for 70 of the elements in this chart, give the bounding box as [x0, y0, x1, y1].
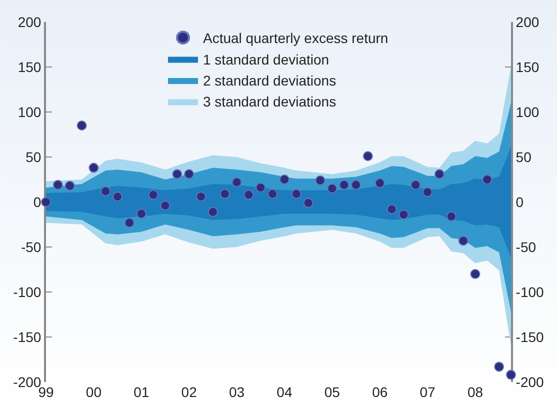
- y-tick-label: 50: [26, 148, 42, 165]
- point: [315, 175, 326, 186]
- point: [76, 120, 87, 130]
- point: [88, 162, 99, 173]
- y-tick-label: -50: [20, 238, 42, 255]
- point: [434, 169, 444, 180]
- point: [136, 208, 146, 219]
- x-tick-label: 01: [134, 384, 150, 400]
- x-tick-label: 05: [324, 384, 340, 400]
- point: [470, 269, 480, 279]
- y2-tick-label: 0: [516, 194, 524, 210]
- x-tick-label: 00: [86, 384, 102, 400]
- point: [124, 218, 134, 228]
- point: [208, 206, 218, 217]
- y2-tick-label: 200: [516, 14, 540, 30]
- y2-tick-label: -150: [516, 328, 544, 345]
- point: [422, 187, 433, 198]
- point: [41, 197, 51, 207]
- point: [160, 200, 170, 211]
- legend-label: 3 standard deviations: [203, 94, 336, 110]
- point: [172, 169, 182, 180]
- point: [362, 151, 373, 162]
- point: [64, 180, 75, 191]
- point: [52, 180, 63, 190]
- y-tick-label: -100: [13, 284, 42, 300]
- y2-tick-label: 50: [516, 148, 532, 165]
- point: [506, 370, 516, 380]
- point: [482, 174, 492, 184]
- point: [374, 178, 385, 188]
- point: [351, 180, 361, 190]
- point: [494, 362, 504, 372]
- y2-tick-label: -200: [516, 374, 544, 390]
- legend-label: 1 standard deviation: [203, 51, 330, 68]
- y-tick-label: -150: [13, 328, 42, 345]
- point: [100, 186, 111, 196]
- point: [446, 211, 456, 222]
- legend-label: Actual quarterly excess return: [203, 30, 388, 46]
- point: [279, 174, 290, 184]
- point: [244, 190, 254, 200]
- x-tick-label: 08: [467, 384, 484, 400]
- point: [112, 192, 123, 202]
- x-tick-label: 04: [276, 384, 292, 400]
- point: [184, 169, 194, 180]
- y2-tick-label: 150: [516, 58, 540, 75]
- point: [291, 188, 302, 199]
- x-tick-label: 03: [228, 384, 245, 400]
- point: [220, 188, 230, 199]
- point: [256, 182, 266, 193]
- point: [339, 180, 350, 190]
- y-tick-label: 150: [18, 58, 42, 75]
- x-tick-label: 02: [181, 384, 198, 400]
- y-tick-label: 100: [18, 104, 42, 120]
- x-tick-label: 07: [420, 384, 436, 400]
- x-tick-label: 06: [372, 384, 388, 400]
- point: [196, 192, 206, 202]
- y2-tick-label: 100: [516, 104, 540, 120]
- point: [458, 236, 468, 246]
- point: [410, 180, 421, 190]
- y-tick-label: 0: [33, 194, 42, 210]
- point: [327, 184, 338, 194]
- point: [398, 210, 409, 220]
- point: [268, 188, 278, 199]
- point: [386, 204, 397, 214]
- legend-label: 2 standard deviations: [203, 72, 336, 88]
- point: [232, 177, 242, 188]
- point: [303, 198, 314, 208]
- point: [148, 190, 158, 200]
- y2-tick-label: -50: [516, 238, 536, 255]
- y2-tick-label: -100: [516, 284, 544, 300]
- y-tick-label: 200: [18, 14, 42, 30]
